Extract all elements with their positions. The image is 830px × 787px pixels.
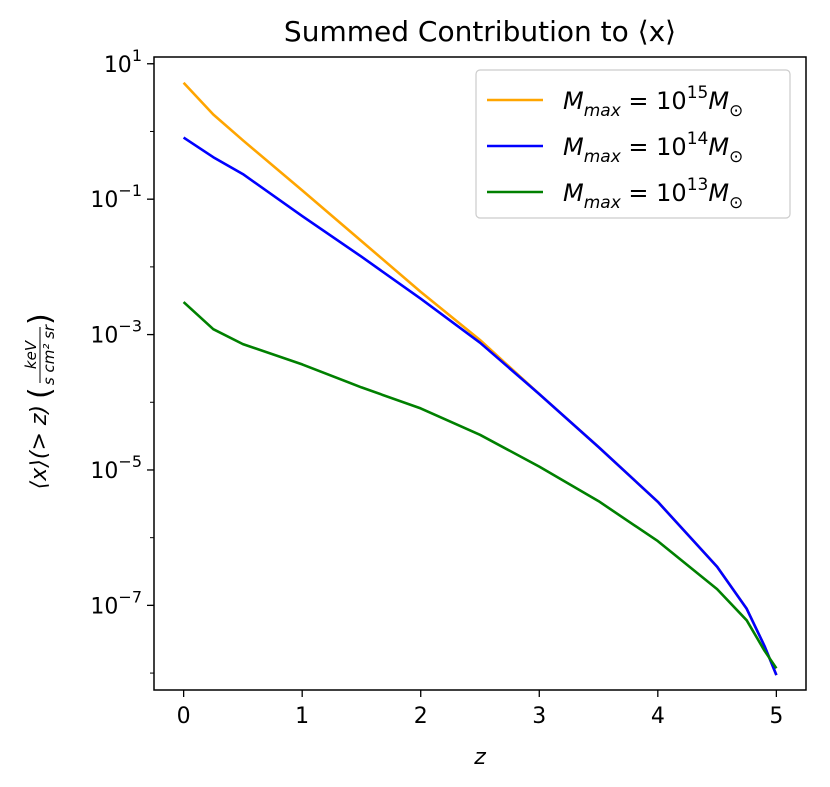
y-axis-unit-numerator: keV — [22, 339, 40, 369]
legend-label-14: Mmax = 1014M⊙ — [563, 129, 743, 167]
axes-frame — [153, 56, 807, 691]
legend-label-13: Mmax = 1013M⊙ — [563, 175, 743, 213]
x-tick-label: 4 — [651, 704, 665, 729]
series-line-14 — [182, 136, 778, 676]
legend: Mmax = 1015M⊙ Mmax = 1014M⊙ Mmax = 1013M⊙ — [475, 69, 791, 219]
y-axis-label: ⟨x⟩(> z) ( keV s cm² sr ) — [22, 313, 58, 489]
y-tick-label: 10−1 — [90, 181, 142, 213]
y-tick-label: 10−7 — [90, 587, 142, 619]
legend-box — [475, 69, 791, 219]
series-group — [182, 81, 778, 676]
series-line-13 — [182, 301, 778, 670]
y-tick-label: 10−5 — [90, 452, 142, 484]
y-tick-label: 101 — [104, 46, 142, 78]
x-tick-label: 3 — [532, 704, 546, 729]
x-tick-label: 2 — [414, 704, 428, 729]
legend-items: Mmax = 1015M⊙ Mmax = 1014M⊙ Mmax = 1013M⊙ — [487, 83, 743, 213]
y-axis-label-text: ⟨x⟩(> z) — [27, 405, 52, 489]
x-tick-label: 0 — [177, 704, 191, 729]
y-tick-label: 10−3 — [90, 317, 142, 349]
x-axis-ticks: 0 1 2 3 4 5 — [177, 690, 783, 729]
y-axis-label-paren-left: ( — [23, 387, 58, 399]
y-axis-ticks: 101 10−1 10−3 10−5 10−7 — [90, 46, 154, 674]
legend-label-15: Mmax = 1015M⊙ — [563, 83, 743, 121]
x-axis-label: z — [473, 745, 486, 770]
plot-area — [153, 56, 807, 691]
chart-title: Summed Contribution to ⟨x⟩ — [284, 15, 676, 48]
x-tick-label: 5 — [769, 704, 783, 729]
x-tick-label: 1 — [295, 704, 309, 729]
y-axis-unit-denominator: s cm² sr — [40, 324, 58, 385]
y-axis-label-paren-right: ) — [23, 313, 58, 325]
